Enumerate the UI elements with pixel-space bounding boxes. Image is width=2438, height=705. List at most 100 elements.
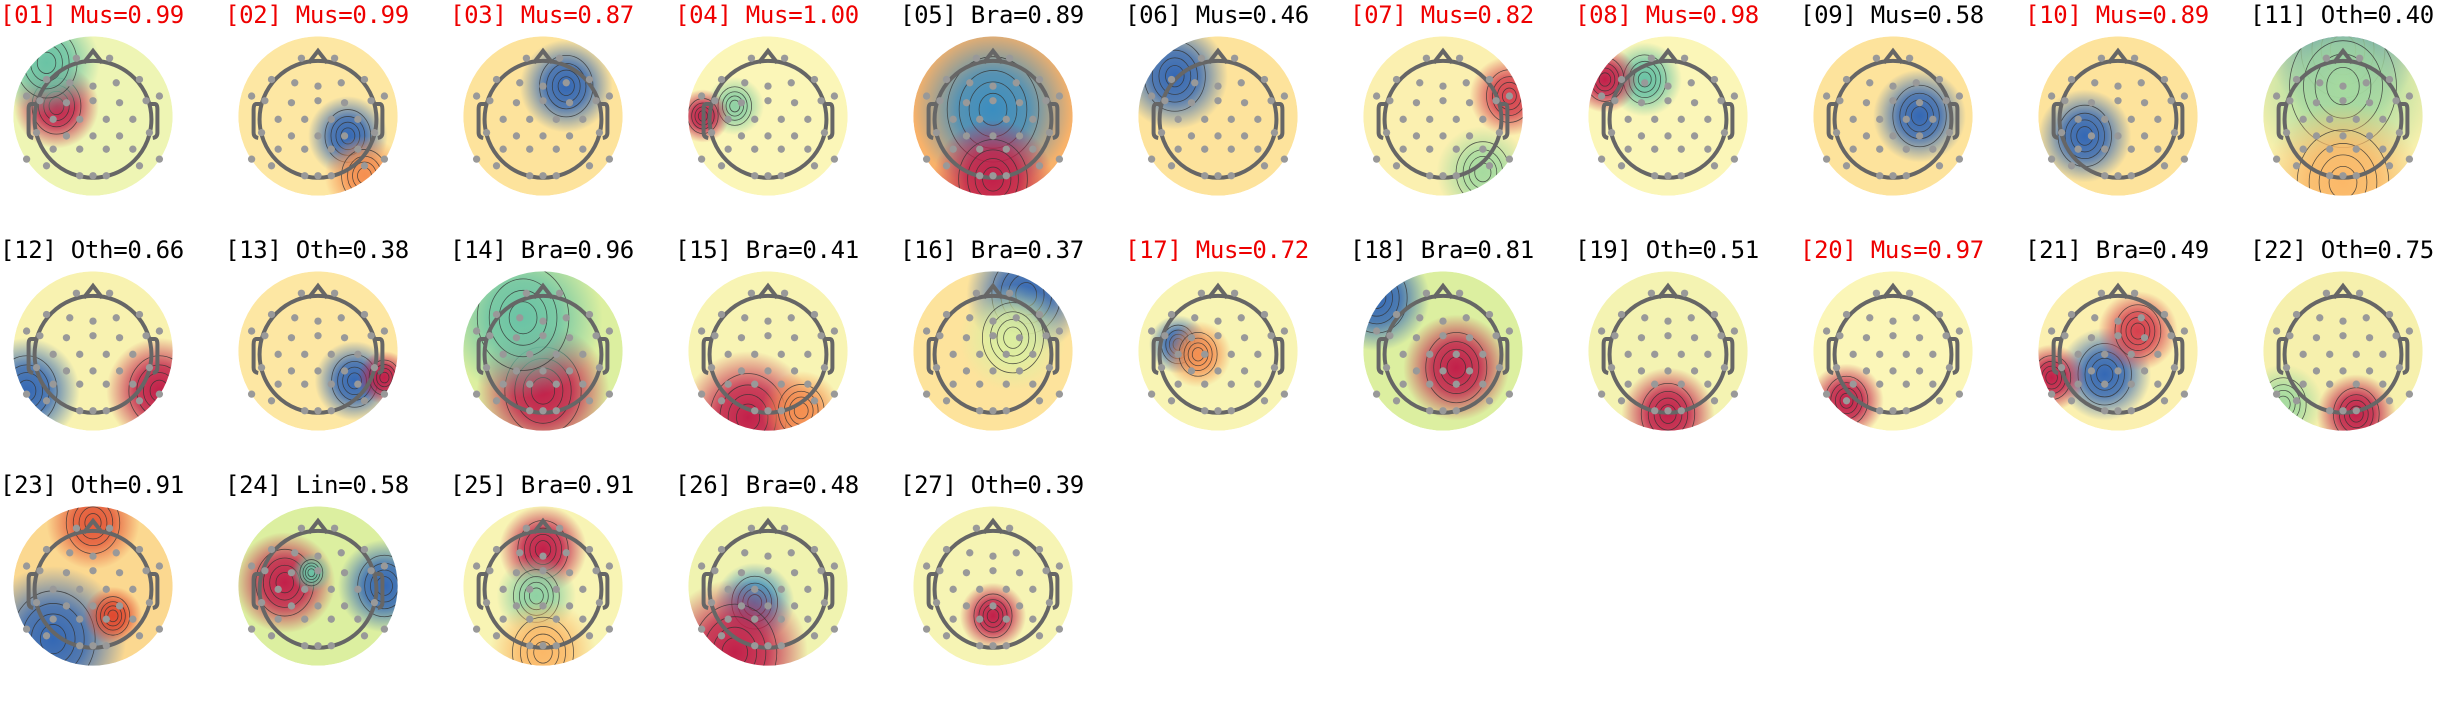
topomap xyxy=(2038,36,2198,196)
component-title: [25] Bra=0.91 xyxy=(450,471,634,499)
component-title: [12] Oth=0.66 xyxy=(0,236,184,264)
nose-icon xyxy=(2332,282,2354,300)
component-title: [01] Mus=0.99 xyxy=(0,1,184,29)
component-title: [04] Mus=1.00 xyxy=(675,1,859,29)
electrodes xyxy=(2047,54,2189,180)
component-title: [27] Oth=0.39 xyxy=(900,471,1084,499)
topomap xyxy=(2263,36,2423,196)
topomap xyxy=(13,271,173,431)
component-title: [06] Mus=0.46 xyxy=(1125,1,1309,29)
component-panel[interactable]: [03] Mus=0.87 xyxy=(450,0,675,235)
component-panel[interactable]: [27] Oth=0.39 xyxy=(900,470,1125,705)
topomap xyxy=(1813,271,1973,431)
nose-icon xyxy=(1657,47,1679,65)
component-title: [19] Oth=0.51 xyxy=(1575,236,1759,264)
component-panel[interactable]: [17] Mus=0.72 xyxy=(1125,235,1350,470)
component-panel[interactable]: [09] Mus=0.58 xyxy=(1800,0,2025,235)
component-title: [05] Bra=0.89 xyxy=(900,1,1084,29)
component-panel[interactable]: [18] Bra=0.81 xyxy=(1350,235,1575,470)
component-panel[interactable]: [16] Bra=0.37 xyxy=(900,235,1125,470)
component-panel[interactable]: [12] Oth=0.66 xyxy=(0,235,225,470)
electrodes xyxy=(1822,289,1964,415)
component-panel[interactable]: [01] Mus=0.99 xyxy=(0,0,225,235)
nose-icon xyxy=(307,517,329,535)
topomap xyxy=(913,271,1073,431)
electrodes xyxy=(22,289,164,415)
electrodes xyxy=(247,524,389,650)
component-panel[interactable]: [05] Bra=0.89 xyxy=(900,0,1125,235)
topomap xyxy=(463,36,623,196)
nose-icon xyxy=(2107,282,2129,300)
component-panel[interactable]: [07] Mus=0.82 xyxy=(1350,0,1575,235)
topomap xyxy=(688,36,848,196)
component-title: [02] Mus=0.99 xyxy=(225,1,409,29)
component-title: [21] Bra=0.49 xyxy=(2025,236,2209,264)
electrodes xyxy=(472,54,614,180)
electrodes xyxy=(1372,54,1514,180)
component-panel[interactable]: [14] Bra=0.96 xyxy=(450,235,675,470)
component-panel[interactable]: [22] Oth=0.75 xyxy=(2250,235,2438,470)
electrodes xyxy=(1147,289,1289,415)
component-title: [22] Oth=0.75 xyxy=(2250,236,2434,264)
electrodes xyxy=(2272,54,2414,180)
electrodes xyxy=(697,54,839,180)
electrodes xyxy=(922,54,1064,180)
topomap xyxy=(13,506,173,666)
electrodes xyxy=(2047,289,2189,415)
ica-component-grid: [01] Mus=0.99 [02] Mus=0.99 [03] Mus=0.87 [… xyxy=(0,0,2438,666)
electrodes xyxy=(697,289,839,415)
electrodes xyxy=(1597,289,1739,415)
component-title: [09] Mus=0.58 xyxy=(1800,1,1984,29)
component-panel[interactable]: [20] Mus=0.97 xyxy=(1800,235,2025,470)
nose-icon xyxy=(532,282,554,300)
nose-icon xyxy=(982,47,1004,65)
component-panel[interactable]: [11] Oth=0.40 xyxy=(2250,0,2438,235)
component-title: [23] Oth=0.91 xyxy=(0,471,184,499)
topomap xyxy=(1138,271,1298,431)
nose-icon xyxy=(307,47,329,65)
topomap xyxy=(1588,271,1748,431)
component-panel[interactable]: [08] Mus=0.98 xyxy=(1575,0,1800,235)
nose-icon xyxy=(1432,47,1454,65)
topomap xyxy=(2263,271,2423,431)
component-title: [03] Mus=0.87 xyxy=(450,1,634,29)
electrodes xyxy=(1147,54,1289,180)
component-panel[interactable]: [26] Bra=0.48 xyxy=(675,470,900,705)
topomap xyxy=(688,506,848,666)
topomap xyxy=(688,271,848,431)
topomap xyxy=(913,506,1073,666)
nose-icon xyxy=(1657,282,1679,300)
component-panel[interactable]: [02] Mus=0.99 xyxy=(225,0,450,235)
topomap xyxy=(1588,36,1748,196)
nose-icon xyxy=(1207,47,1229,65)
component-title: [13] Oth=0.38 xyxy=(225,236,409,264)
nose-icon xyxy=(82,282,104,300)
component-panel[interactable]: [19] Oth=0.51 xyxy=(1575,235,1800,470)
topomap xyxy=(1363,271,1523,431)
component-panel[interactable]: [13] Oth=0.38 xyxy=(225,235,450,470)
nose-icon xyxy=(982,517,1004,535)
electrodes xyxy=(922,289,1064,415)
electrodes xyxy=(472,289,614,415)
component-panel[interactable]: [21] Bra=0.49 xyxy=(2025,235,2250,470)
component-title: [11] Oth=0.40 xyxy=(2250,1,2434,29)
component-title: [24] Lin=0.58 xyxy=(225,471,409,499)
component-panel[interactable]: [23] Oth=0.91 xyxy=(0,470,225,705)
component-title: [26] Bra=0.48 xyxy=(675,471,859,499)
component-title: [17] Mus=0.72 xyxy=(1125,236,1309,264)
nose-icon xyxy=(2332,47,2354,65)
electrodes xyxy=(1822,54,1964,180)
component-title: [07] Mus=0.82 xyxy=(1350,1,1534,29)
component-title: [14] Bra=0.96 xyxy=(450,236,634,264)
electrodes xyxy=(22,54,164,180)
nose-icon xyxy=(757,47,779,65)
component-panel[interactable]: [15] Bra=0.41 xyxy=(675,235,900,470)
component-panel[interactable]: [06] Mus=0.46 xyxy=(1125,0,1350,235)
component-title: [15] Bra=0.41 xyxy=(675,236,859,264)
topomap xyxy=(913,36,1073,196)
topomap xyxy=(2038,271,2198,431)
component-panel[interactable]: [24] Lin=0.58 xyxy=(225,470,450,705)
component-panel[interactable]: [04] Mus=1.00 xyxy=(675,0,900,235)
component-panel[interactable]: [10] Mus=0.89 xyxy=(2025,0,2250,235)
component-panel[interactable]: [25] Bra=0.91 xyxy=(450,470,675,705)
